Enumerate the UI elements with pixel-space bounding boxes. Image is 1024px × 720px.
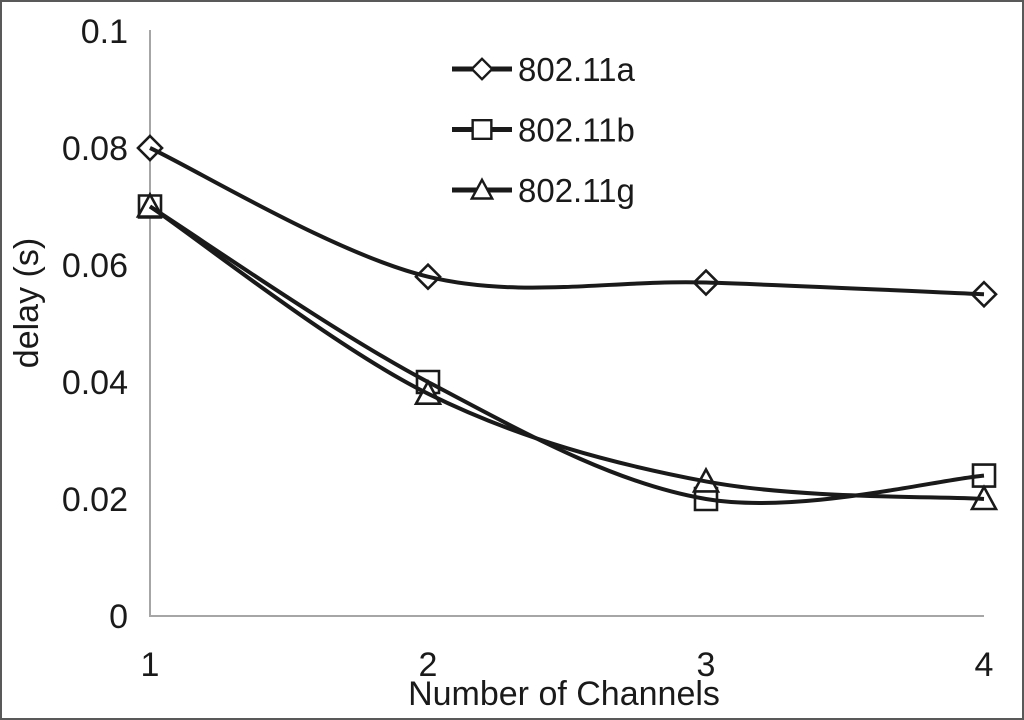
legend-item-802-11a: 802.11a xyxy=(452,51,635,88)
y-tick-label: 0.1 xyxy=(81,13,128,51)
legend: 802.11a 802.11b 802.11g xyxy=(452,51,635,209)
y-tick-label: 0 xyxy=(109,598,128,636)
tick-labels: 0 0.02 0.04 0.06 0.08 0.1 1 2 3 4 xyxy=(62,13,994,684)
legend-item-802-11g: 802.11g xyxy=(452,172,635,209)
data-series xyxy=(135,134,999,512)
legend-diamond-icon xyxy=(470,57,494,81)
x-axis-title: Number of Channels xyxy=(408,675,720,713)
series-line-802-11b xyxy=(148,204,985,505)
y-axis-title: delay (s) xyxy=(8,238,46,368)
y-tick-label: 0.04 xyxy=(62,364,128,402)
legend-label: 802.11a xyxy=(518,51,635,88)
y-tick-label: 0.06 xyxy=(62,247,128,285)
x-tick-label: 2 xyxy=(419,646,438,684)
legend-label: 802.11g xyxy=(518,172,635,209)
x-tick-label: 1 xyxy=(141,646,160,684)
x-tick-label: 3 xyxy=(697,646,716,684)
series-line-802-11g xyxy=(148,204,985,501)
x-tick-label: 4 xyxy=(975,646,994,684)
y-tick-label: 0.02 xyxy=(62,481,128,519)
series-line-802-11a xyxy=(149,146,985,297)
legend-triangle-icon xyxy=(469,177,495,200)
legend-label: 802.11b xyxy=(518,112,635,149)
axes xyxy=(149,30,984,617)
legend-square-icon xyxy=(471,118,493,141)
y-tick-label: 0.08 xyxy=(62,130,128,168)
legend-item-802-11b: 802.11b xyxy=(452,112,635,149)
